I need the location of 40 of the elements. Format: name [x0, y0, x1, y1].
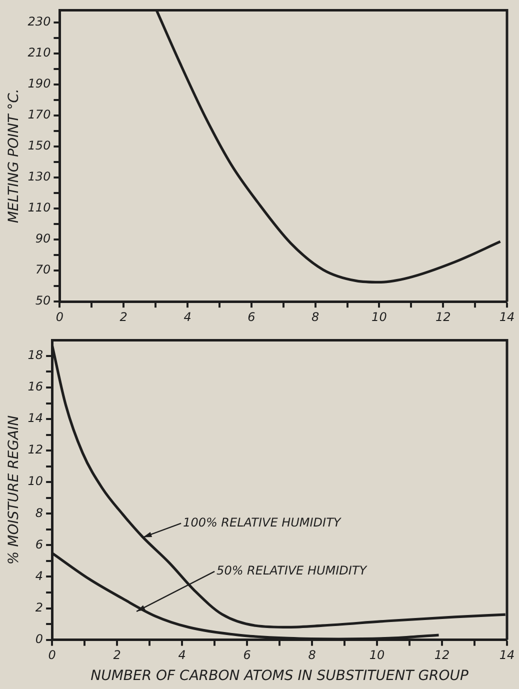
y-tick-label: 10: [28, 474, 44, 488]
x-tick-label: 6: [248, 310, 256, 324]
y-tick-label: 8: [35, 506, 44, 520]
x-tick-label: 2: [120, 310, 128, 324]
x-tick-label: 8: [311, 310, 320, 324]
x-tick-label: 14: [499, 310, 515, 324]
y-tick-label: 150: [28, 138, 52, 153]
y-tick-label: 4: [35, 568, 44, 583]
x-tick-label: 12: [435, 310, 451, 324]
y-tick-label: 0: [35, 632, 44, 646]
y-tick-label: 70: [35, 262, 52, 277]
y-tick-label: 18: [28, 348, 44, 362]
y-tick-label: 50: [35, 294, 52, 308]
y-tick-label: 2: [35, 600, 44, 614]
y-tick-label: 6: [35, 537, 44, 552]
y-tick-label: 12: [28, 442, 44, 457]
y-tick-label: 190: [28, 76, 52, 91]
x-axis-title: NUMBER OF CARBON ATOMS IN SUBSTITUENT GROUP: [90, 668, 470, 684]
y-tick-label: 90: [35, 232, 52, 246]
y-tick-label: 14: [28, 411, 44, 426]
x-tick-label: 2: [113, 648, 121, 662]
x-tick-label: 8: [308, 648, 316, 662]
y-tick-label: 130: [28, 170, 52, 184]
x-tick-label: 4: [178, 648, 186, 662]
x-tick-label: 12: [434, 648, 450, 662]
x-tick-label: 0: [56, 310, 64, 324]
x-tick-label: 10: [369, 648, 386, 662]
y-tick-label: 230: [28, 14, 52, 29]
y-tick-label: 170: [28, 108, 52, 122]
y-tick-label: 16: [28, 380, 44, 394]
y-tick-label: 110: [28, 200, 52, 215]
x-tick-label: 10: [372, 310, 388, 324]
y-axis-title: % MOISTURE REGAIN: [6, 414, 22, 565]
y-tick-label: 210: [28, 46, 52, 60]
annotation: 50% RELATIVE HUMIDITY: [216, 564, 368, 578]
x-tick-label: 4: [184, 310, 192, 324]
y-axis-title: MELTING POINT °C.: [6, 88, 22, 224]
x-tick-label: 6: [243, 648, 252, 662]
annotation: 100% RELATIVE HUMIDITY: [183, 515, 342, 530]
x-tick-label: 14: [499, 648, 515, 662]
